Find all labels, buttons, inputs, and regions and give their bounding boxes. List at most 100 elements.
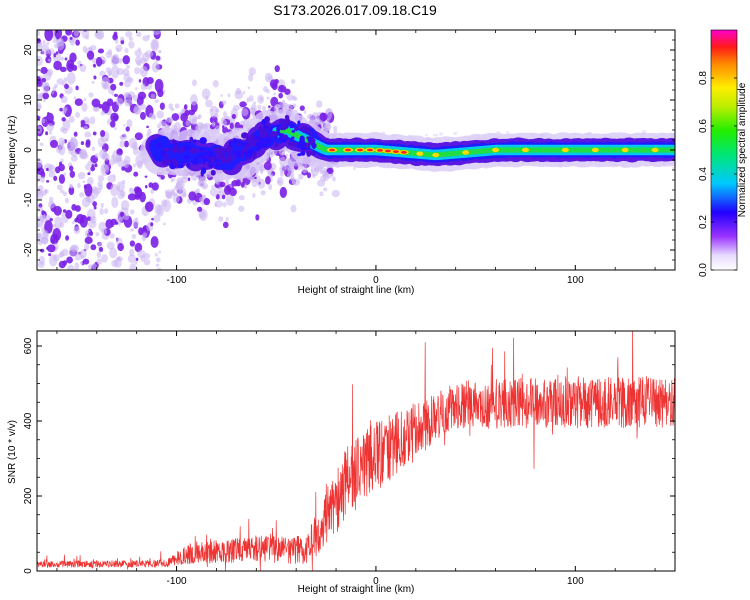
spectrogram-blob bbox=[111, 196, 119, 209]
spectrogram-blob bbox=[152, 115, 157, 120]
spectrogram-blob bbox=[154, 252, 158, 257]
spectrogram-blob bbox=[268, 183, 273, 190]
spectrogram-blob bbox=[111, 154, 115, 160]
spectrogram-blob bbox=[298, 173, 304, 180]
spectrogram-blob bbox=[74, 98, 83, 107]
spectrogram-blob bbox=[252, 101, 257, 105]
spectrogram-blob bbox=[49, 139, 59, 149]
spectrogram-blob bbox=[72, 220, 75, 225]
spectrogram-blob bbox=[116, 47, 120, 52]
spectrogram-blob bbox=[85, 139, 91, 146]
spectrogram-blob bbox=[146, 125, 149, 129]
spectrogram-band-blob bbox=[246, 136, 253, 144]
spectrogram-peak bbox=[400, 150, 407, 154]
spectrogram-blob bbox=[203, 198, 211, 206]
colorbar-tick-label: 0.8 bbox=[698, 71, 709, 85]
spectrogram-blob bbox=[69, 170, 76, 178]
spectrogram-blob bbox=[40, 236, 49, 245]
spectrogram-blob bbox=[121, 166, 126, 171]
spectrogram-blob bbox=[73, 131, 78, 137]
spectrogram-peak bbox=[376, 148, 383, 152]
colorbar-tick-label: 0.4 bbox=[698, 167, 709, 181]
spectrogram-blob bbox=[140, 254, 146, 262]
spectrogram-blob bbox=[53, 53, 57, 58]
spectrogram-blob bbox=[73, 30, 80, 37]
spectrogram-blob bbox=[59, 66, 67, 73]
spectrogram-blob bbox=[66, 71, 76, 85]
spectrogram-blob bbox=[51, 91, 54, 95]
spectrogram-band-blob bbox=[241, 132, 249, 139]
spectrogram-blob bbox=[77, 60, 82, 65]
spectrogram-blob bbox=[48, 253, 52, 257]
spectrogram-blob bbox=[174, 185, 178, 191]
spectrogram-blob bbox=[62, 260, 68, 266]
spectrogram-band-blob bbox=[269, 131, 278, 137]
spectrogram-blob bbox=[242, 90, 246, 95]
spectrogram-blob bbox=[87, 220, 97, 229]
spectrogram-blob bbox=[96, 30, 105, 40]
spectrogram-blob bbox=[69, 39, 75, 46]
spectrogram-band-blob bbox=[281, 119, 287, 125]
spectrogram-blob bbox=[47, 58, 52, 62]
spectrogram-blob bbox=[122, 212, 130, 221]
spectrogram-band-blob bbox=[192, 139, 198, 143]
spectrogram-blob bbox=[60, 95, 68, 104]
x-tick-label: -100 bbox=[167, 275, 187, 286]
spectrogram-blob bbox=[312, 112, 319, 119]
spectrogram-blob bbox=[198, 210, 206, 219]
spectrogram-blob bbox=[73, 96, 77, 100]
spectrogram-blob bbox=[48, 171, 56, 178]
spectrogram-band-blob bbox=[253, 136, 260, 140]
spectrogram-blob bbox=[68, 63, 74, 69]
spectrogram-band-blob bbox=[253, 151, 257, 156]
y-tick-label: 200 bbox=[23, 487, 34, 504]
spectrogram-blob bbox=[144, 185, 148, 189]
spectrogram-band-blob bbox=[238, 141, 247, 145]
spectrogram-band-blob bbox=[226, 146, 232, 154]
spectrogram-blob bbox=[131, 234, 137, 239]
spectrogram-blob bbox=[255, 214, 260, 221]
spectrogram-blob bbox=[292, 103, 297, 108]
spectrogram-blob bbox=[117, 157, 122, 162]
snr-x-ticks: -100 0 100 bbox=[56, 331, 656, 587]
spectrogram-blob bbox=[259, 96, 263, 101]
spectrogram-band-blob bbox=[273, 124, 282, 128]
x-tick-label: 0 bbox=[373, 275, 379, 286]
spectrogram-blob bbox=[68, 165, 74, 172]
spectrogram-blob bbox=[144, 201, 154, 212]
spectrogram-blob bbox=[332, 176, 336, 182]
spectrogram-band-blob bbox=[300, 151, 306, 156]
spectrogram-blob bbox=[143, 258, 151, 266]
spectrogram-blob bbox=[234, 90, 244, 100]
colorbar-ticks: 0.0 0.2 0.4 0.6 0.8 bbox=[698, 71, 737, 277]
spectrogram-blob bbox=[91, 164, 95, 167]
spectrogram-blob bbox=[150, 93, 156, 99]
spectrogram-blob bbox=[333, 126, 338, 130]
spectrogram-band-blob bbox=[209, 154, 217, 158]
spectrogram-blob bbox=[137, 47, 141, 52]
spectrogram-blob bbox=[148, 112, 154, 119]
spectrogram-hotspot bbox=[462, 150, 470, 155]
spectrogram-blob bbox=[228, 187, 237, 197]
spectrogram-blob bbox=[81, 103, 88, 112]
spectrogram-blob bbox=[134, 132, 143, 141]
spectrogram-blob bbox=[91, 80, 95, 84]
spectrogram-blob bbox=[40, 176, 45, 183]
spectrogram-blob bbox=[185, 119, 190, 127]
spectrogram-blob bbox=[281, 164, 287, 172]
spectrogram-blob bbox=[97, 48, 105, 54]
spectrogram-blob bbox=[69, 52, 77, 63]
spectrogram-blob bbox=[195, 121, 204, 134]
spectrogram-band-blob bbox=[224, 157, 233, 163]
spectrogram-blob bbox=[96, 251, 102, 259]
spectrogram-band-blob bbox=[255, 141, 263, 149]
spectrogram-blob bbox=[114, 39, 119, 44]
spectrogram-blob bbox=[198, 179, 202, 186]
spectrogram-blob bbox=[270, 96, 279, 107]
spectrogram-hotspot bbox=[416, 151, 424, 156]
spectrogram-blob bbox=[290, 79, 296, 85]
spectrogram-blob bbox=[134, 260, 138, 265]
spectrogram-blob bbox=[81, 196, 91, 208]
spectrogram-blob bbox=[219, 181, 226, 188]
spectrogram-blob bbox=[162, 199, 171, 212]
